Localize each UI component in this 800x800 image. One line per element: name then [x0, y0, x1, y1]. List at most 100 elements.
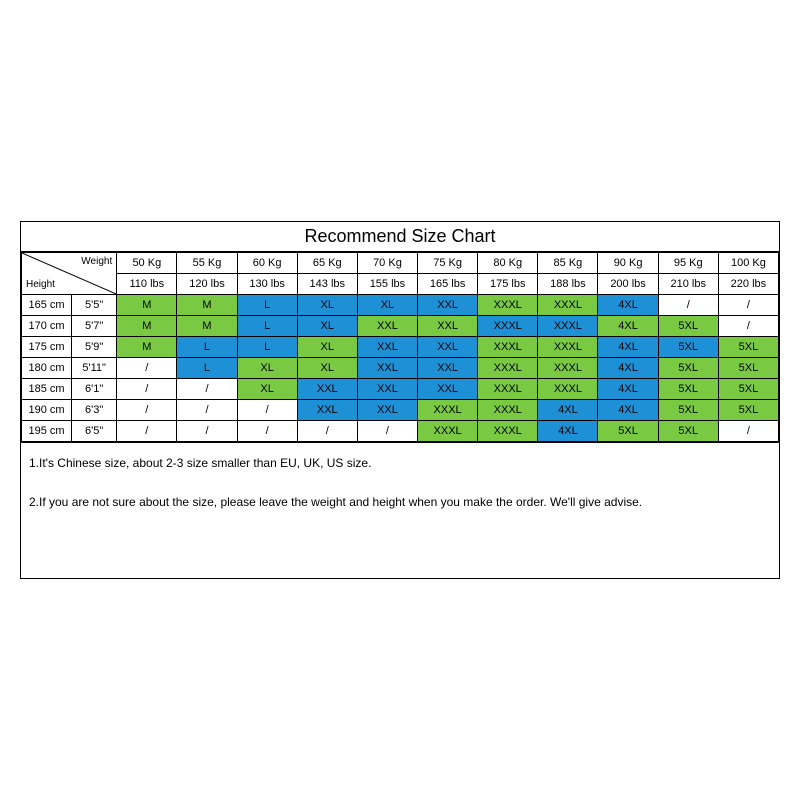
size-cell: M — [177, 315, 237, 336]
size-cell: XXL — [297, 378, 357, 399]
size-chart-container: Recommend Size Chart WeightHeight50 Kg55… — [20, 221, 780, 580]
size-cell: XXL — [418, 294, 478, 315]
weight-lbs-header: 155 lbs — [357, 273, 417, 294]
size-cell: 5XL — [598, 420, 658, 441]
height-ft: 5'5" — [72, 294, 117, 315]
weight-kg-header: 95 Kg — [658, 252, 718, 273]
height-ft: 6'5" — [72, 420, 117, 441]
weight-kg-header: 50 Kg — [117, 252, 177, 273]
size-cell: 5XL — [718, 336, 778, 357]
weight-lbs-header: 120 lbs — [177, 273, 237, 294]
size-cell: M — [117, 315, 177, 336]
size-cell: / — [297, 420, 357, 441]
size-cell: 5XL — [718, 378, 778, 399]
weight-kg-header: 70 Kg — [357, 252, 417, 273]
size-cell: / — [117, 378, 177, 399]
size-cell: XL — [357, 294, 417, 315]
note-line: 2.If you are not sure about the size, pl… — [29, 494, 771, 511]
size-cell: XXXL — [478, 315, 538, 336]
size-cell: / — [177, 378, 237, 399]
height-cm: 170 cm — [22, 315, 72, 336]
weight-kg-header: 100 Kg — [718, 252, 778, 273]
size-cell: 5XL — [658, 357, 718, 378]
weight-lbs-header: 143 lbs — [297, 273, 357, 294]
size-cell: XXL — [297, 399, 357, 420]
size-cell: 4XL — [598, 378, 658, 399]
size-cell: XXL — [357, 315, 417, 336]
size-cell: L — [177, 357, 237, 378]
size-cell: XXXL — [538, 336, 598, 357]
size-cell: / — [718, 315, 778, 336]
weight-lbs-header: 200 lbs — [598, 273, 658, 294]
corner-cell: Weight Height — [22, 252, 117, 294]
weight-lbs-header: 165 lbs — [418, 273, 478, 294]
size-cell: XXXL — [478, 399, 538, 420]
weight-kg-header: 55 Kg — [177, 252, 237, 273]
size-cell: XL — [237, 378, 297, 399]
size-cell: L — [237, 315, 297, 336]
weight-kg-header: 85 Kg — [538, 252, 598, 273]
height-cm: 185 cm — [22, 378, 72, 399]
size-cell: 5XL — [658, 336, 718, 357]
size-cell: / — [117, 357, 177, 378]
size-cell: XXXL — [538, 294, 598, 315]
size-cell: 4XL — [598, 294, 658, 315]
height-ft: 5'7" — [72, 315, 117, 336]
size-cell: L — [177, 336, 237, 357]
note-line: 1.It's Chinese size, about 2-3 size smal… — [29, 455, 771, 472]
size-cell: / — [718, 420, 778, 441]
size-cell: XL — [297, 294, 357, 315]
weight-kg-header: 75 Kg — [418, 252, 478, 273]
size-cell: XXXL — [538, 315, 598, 336]
size-cell: XXL — [418, 315, 478, 336]
weight-kg-header: 60 Kg — [237, 252, 297, 273]
size-cell: XXXL — [478, 420, 538, 441]
weight-kg-header: 80 Kg — [478, 252, 538, 273]
size-cell: / — [117, 399, 177, 420]
size-cell: / — [177, 420, 237, 441]
size-cell: M — [117, 336, 177, 357]
weight-lbs-header: 175 lbs — [478, 273, 538, 294]
size-cell: XXL — [418, 378, 478, 399]
size-cell: / — [658, 294, 718, 315]
size-cell: XXXL — [478, 294, 538, 315]
size-cell: 4XL — [538, 399, 598, 420]
weight-label: Weight — [81, 254, 112, 270]
chart-notes: 1.It's Chinese size, about 2-3 size smal… — [21, 442, 779, 579]
size-cell: 4XL — [598, 336, 658, 357]
size-cell: / — [237, 420, 297, 441]
height-ft: 5'9" — [72, 336, 117, 357]
size-cell: M — [117, 294, 177, 315]
weight-kg-header: 65 Kg — [297, 252, 357, 273]
height-label: Height — [26, 277, 55, 293]
size-cell: XXL — [357, 357, 417, 378]
size-cell: XXXL — [418, 420, 478, 441]
size-cell: XXXL — [478, 336, 538, 357]
height-cm: 180 cm — [22, 357, 72, 378]
size-cell: M — [177, 294, 237, 315]
weight-lbs-header: 188 lbs — [538, 273, 598, 294]
height-cm: 190 cm — [22, 399, 72, 420]
size-cell: L — [237, 294, 297, 315]
size-cell: XL — [237, 357, 297, 378]
size-cell: / — [117, 420, 177, 441]
size-cell: XXL — [418, 357, 478, 378]
size-cell: 5XL — [658, 315, 718, 336]
size-cell: XL — [297, 357, 357, 378]
size-cell: XXXL — [538, 357, 598, 378]
weight-lbs-header: 110 lbs — [117, 273, 177, 294]
size-cell: XXXL — [538, 378, 598, 399]
size-cell: XXXL — [418, 399, 478, 420]
size-cell: / — [177, 399, 237, 420]
height-cm: 195 cm — [22, 420, 72, 441]
height-ft: 6'3" — [72, 399, 117, 420]
size-cell: 5XL — [658, 378, 718, 399]
size-cell: XXXL — [478, 357, 538, 378]
size-cell: XXL — [357, 378, 417, 399]
size-cell: / — [357, 420, 417, 441]
weight-lbs-header: 220 lbs — [718, 273, 778, 294]
size-cell: 5XL — [658, 420, 718, 441]
size-cell: 4XL — [538, 420, 598, 441]
size-cell: 4XL — [598, 315, 658, 336]
size-cell: XXL — [357, 336, 417, 357]
